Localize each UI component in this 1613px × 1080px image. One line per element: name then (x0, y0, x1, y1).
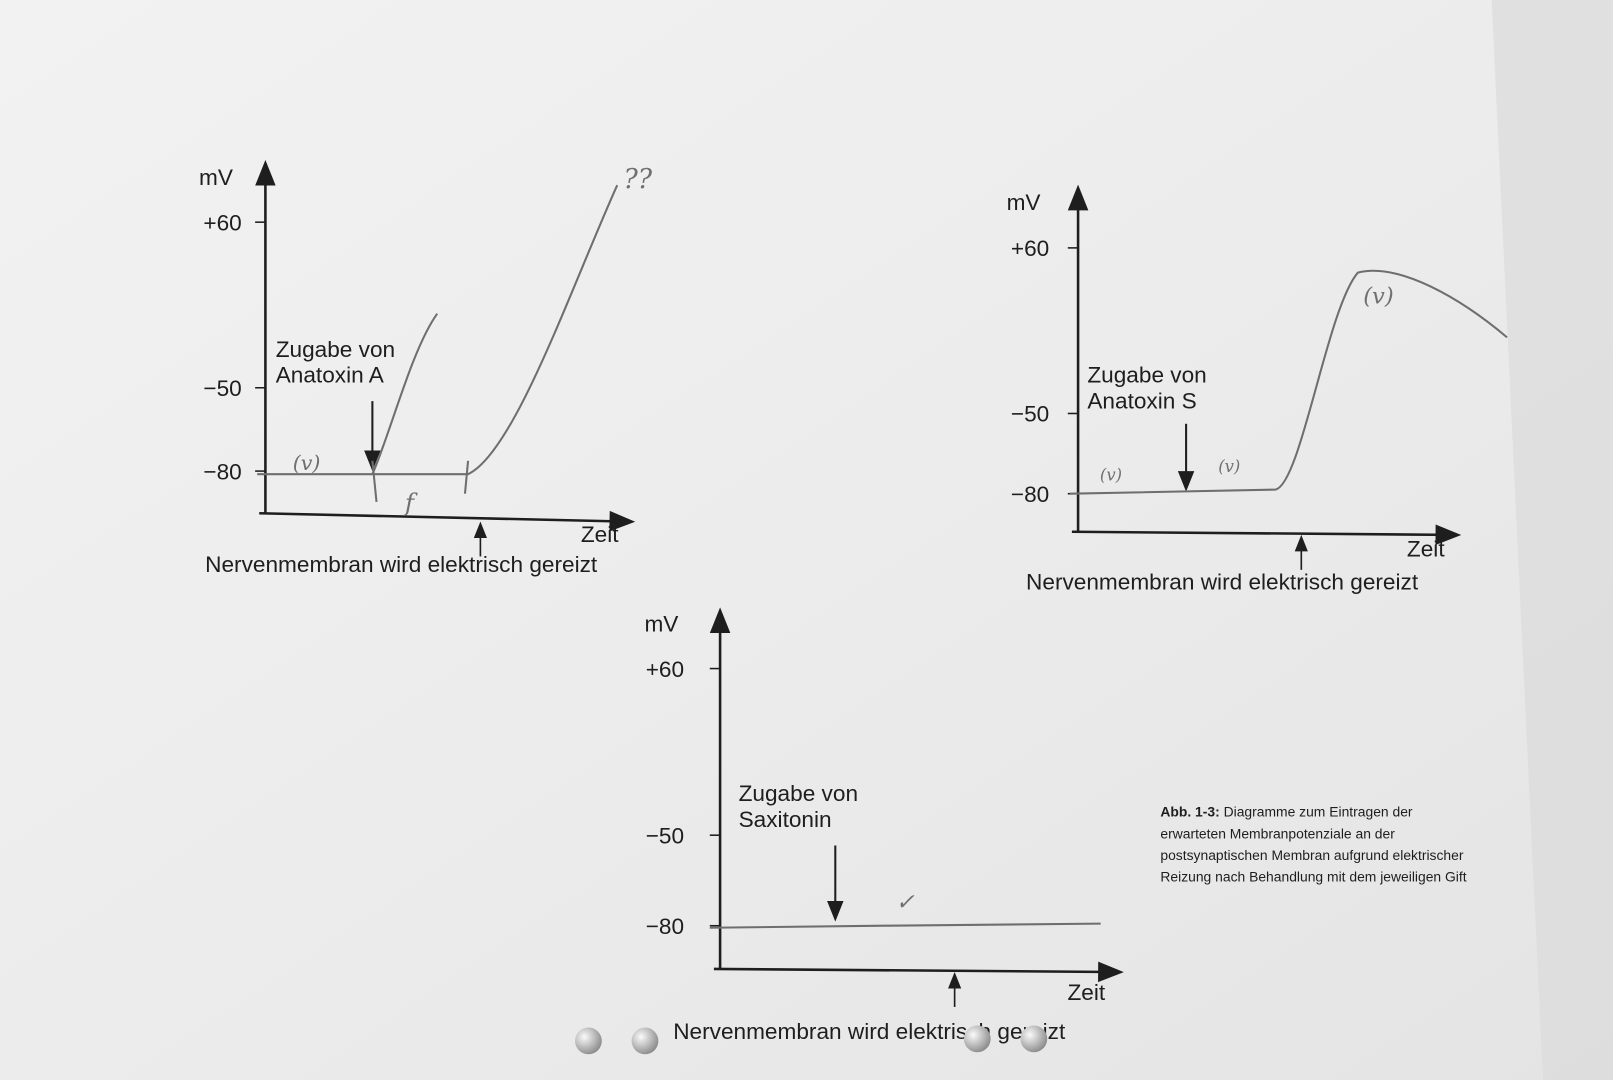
overlay-dot (963, 1025, 991, 1053)
caption-line: postsynaptischen Membran aufgrund elektr… (1160, 847, 1463, 863)
caption-line: Abb. 1-3: Diagramme zum Eintragen der (1160, 804, 1413, 820)
y-axis-label: mV (199, 165, 233, 190)
stimulus-label: Nervenmembran wird elektrisch gereizt (205, 552, 598, 577)
stimulus-label: Nervenmembran wird elektrisch gereizt (1026, 569, 1419, 594)
overlay-dot (575, 1027, 602, 1055)
caption: Abb. 1-3: Diagramme zum Eintragen der erw… (1160, 804, 1466, 885)
x-axis-label: Zeit (581, 522, 619, 547)
hand-drawn-curve (463, 460, 470, 494)
hand-drawn-curve (371, 460, 378, 503)
caption-text: Diagramme zum Eintragen der (1224, 804, 1413, 820)
handwritten-note: (v) (1100, 465, 1122, 484)
hand-drawn-curve (371, 313, 439, 475)
paper-shadow (1491, 0, 1613, 1080)
stimulus-label: Nervenmembran wird elektrisch gereizt (673, 1019, 1066, 1044)
annotation: Anatoxin S (1087, 388, 1196, 413)
handwritten-note: (v) (1218, 457, 1240, 476)
tick-label: +60 (646, 657, 684, 682)
x-axis (1071, 524, 1462, 546)
annotation: Saxitonin (739, 807, 832, 832)
x-axis-label: Zeit (1407, 536, 1445, 561)
tick-label: −50 (646, 823, 684, 848)
annotation: Anatoxin A (276, 363, 385, 388)
tick-label: +60 (203, 210, 241, 235)
handwritten-note: (v) (1363, 283, 1393, 309)
tick-label: −80 (203, 459, 241, 484)
caption-label: Abb. 1-3: (1160, 804, 1219, 820)
x-axis (259, 510, 636, 532)
annotation: Zugabe von (1087, 363, 1206, 388)
handwritten-note: (v) (293, 451, 321, 475)
y-axis-label: mV (1007, 190, 1041, 215)
overlay-dot (631, 1027, 659, 1055)
overlay-dot (1020, 1025, 1048, 1053)
tick-label: −50 (1011, 402, 1049, 427)
handwritten-note: ✓ (896, 889, 915, 915)
caption-line: erwarteten Membranpotenziale an der (1160, 825, 1395, 841)
hand-drawn-curve (257, 184, 619, 476)
y-axis-label: mV (644, 612, 678, 637)
tick-label: −50 (203, 376, 241, 401)
annotation: Zugabe von (276, 337, 395, 362)
hand-drawn-curve (1069, 269, 1508, 495)
tick-label: −80 (1011, 482, 1049, 507)
tick-label: −80 (646, 914, 684, 939)
tick-label: +60 (1011, 236, 1049, 261)
hand-drawn-curve (709, 922, 1101, 929)
x-axis (713, 961, 1124, 983)
x-axis-label: Zeit (1067, 980, 1105, 1005)
handwritten-note: ?? (623, 164, 652, 195)
caption-line: Reizung nach Behandlung mit dem jeweilig… (1160, 868, 1466, 884)
annotation: Zugabe von (739, 781, 858, 806)
